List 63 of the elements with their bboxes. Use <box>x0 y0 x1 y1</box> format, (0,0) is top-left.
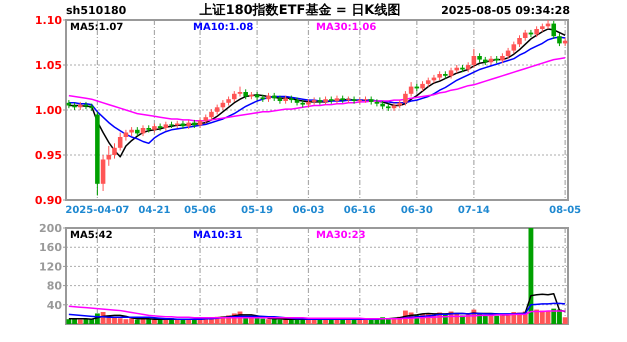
text: MA5:1.07 <box>70 22 124 33</box>
candlestick <box>466 62 470 73</box>
candlestick <box>198 118 202 128</box>
candlestick <box>534 26 539 38</box>
bar <box>78 320 83 324</box>
x-tick-label: 05-06 <box>184 205 216 216</box>
candlestick <box>220 100 226 110</box>
line-series <box>68 36 566 144</box>
text: MA10:31 <box>193 230 243 241</box>
y-tick-label: 1.00 <box>34 104 62 117</box>
y-tick-label: 0.95 <box>34 149 62 162</box>
candlestick <box>500 52 505 64</box>
candlestick <box>448 67 454 79</box>
y-tick-label: 0.90 <box>34 194 62 207</box>
y-tick-label: 120 <box>39 260 62 274</box>
x-tick-label: 06-30 <box>400 205 433 216</box>
candlestick <box>403 90 408 106</box>
candlestick <box>112 142 117 160</box>
x-tick-label: 2025-04-07 <box>65 205 130 216</box>
x-tick-label: 06-03 <box>292 205 324 216</box>
candlestick <box>140 124 146 137</box>
candlestick <box>512 41 516 54</box>
candlestick <box>506 47 510 60</box>
candlestick <box>472 48 476 68</box>
candlestick <box>135 126 140 137</box>
bar <box>134 320 140 324</box>
y-tick-label: 160 <box>39 241 62 254</box>
candlestick <box>124 129 128 142</box>
candlestick <box>557 33 562 47</box>
y-tick-label: 80 <box>46 280 62 293</box>
bar <box>266 319 271 324</box>
text: MA5:42 <box>70 230 113 241</box>
y-tick-label: 1.05 <box>34 59 62 72</box>
candlestick <box>517 34 522 48</box>
candlestick <box>243 88 248 100</box>
x-tick-label: 08-05 <box>549 205 582 216</box>
candlestick <box>232 90 237 102</box>
candlestick <box>238 86 242 97</box>
x-tick-label: 07-14 <box>458 205 490 216</box>
candlestick <box>214 104 220 115</box>
text: 2025-08-05 09:34:28 <box>441 4 570 17</box>
candlestick <box>129 126 134 137</box>
candlestick <box>209 108 214 120</box>
candlestick <box>420 80 425 92</box>
candlestick <box>106 146 112 166</box>
candlestick <box>551 20 556 40</box>
candlestick <box>522 29 528 42</box>
y-tick-label: 40 <box>46 298 62 312</box>
y-tick-label: 200 <box>39 222 62 235</box>
x-tick-label: 05-19 <box>241 205 274 216</box>
x-tick-label: 06-16 <box>344 205 376 216</box>
text: MA30:1.06 <box>316 22 376 33</box>
candlestick <box>408 82 414 97</box>
chart-title: 上证180指数ETF基金 = 日K线图 <box>198 3 400 18</box>
text: MA30:23 <box>316 230 366 241</box>
x-tick-label: 04-21 <box>138 205 170 216</box>
candlestick <box>118 132 122 151</box>
bar <box>494 316 500 324</box>
text: MA10:1.08 <box>193 22 254 33</box>
bar <box>562 317 568 324</box>
bar <box>528 228 534 324</box>
y-tick-label: 1.10 <box>34 14 62 27</box>
text: sh510180 <box>66 4 127 17</box>
